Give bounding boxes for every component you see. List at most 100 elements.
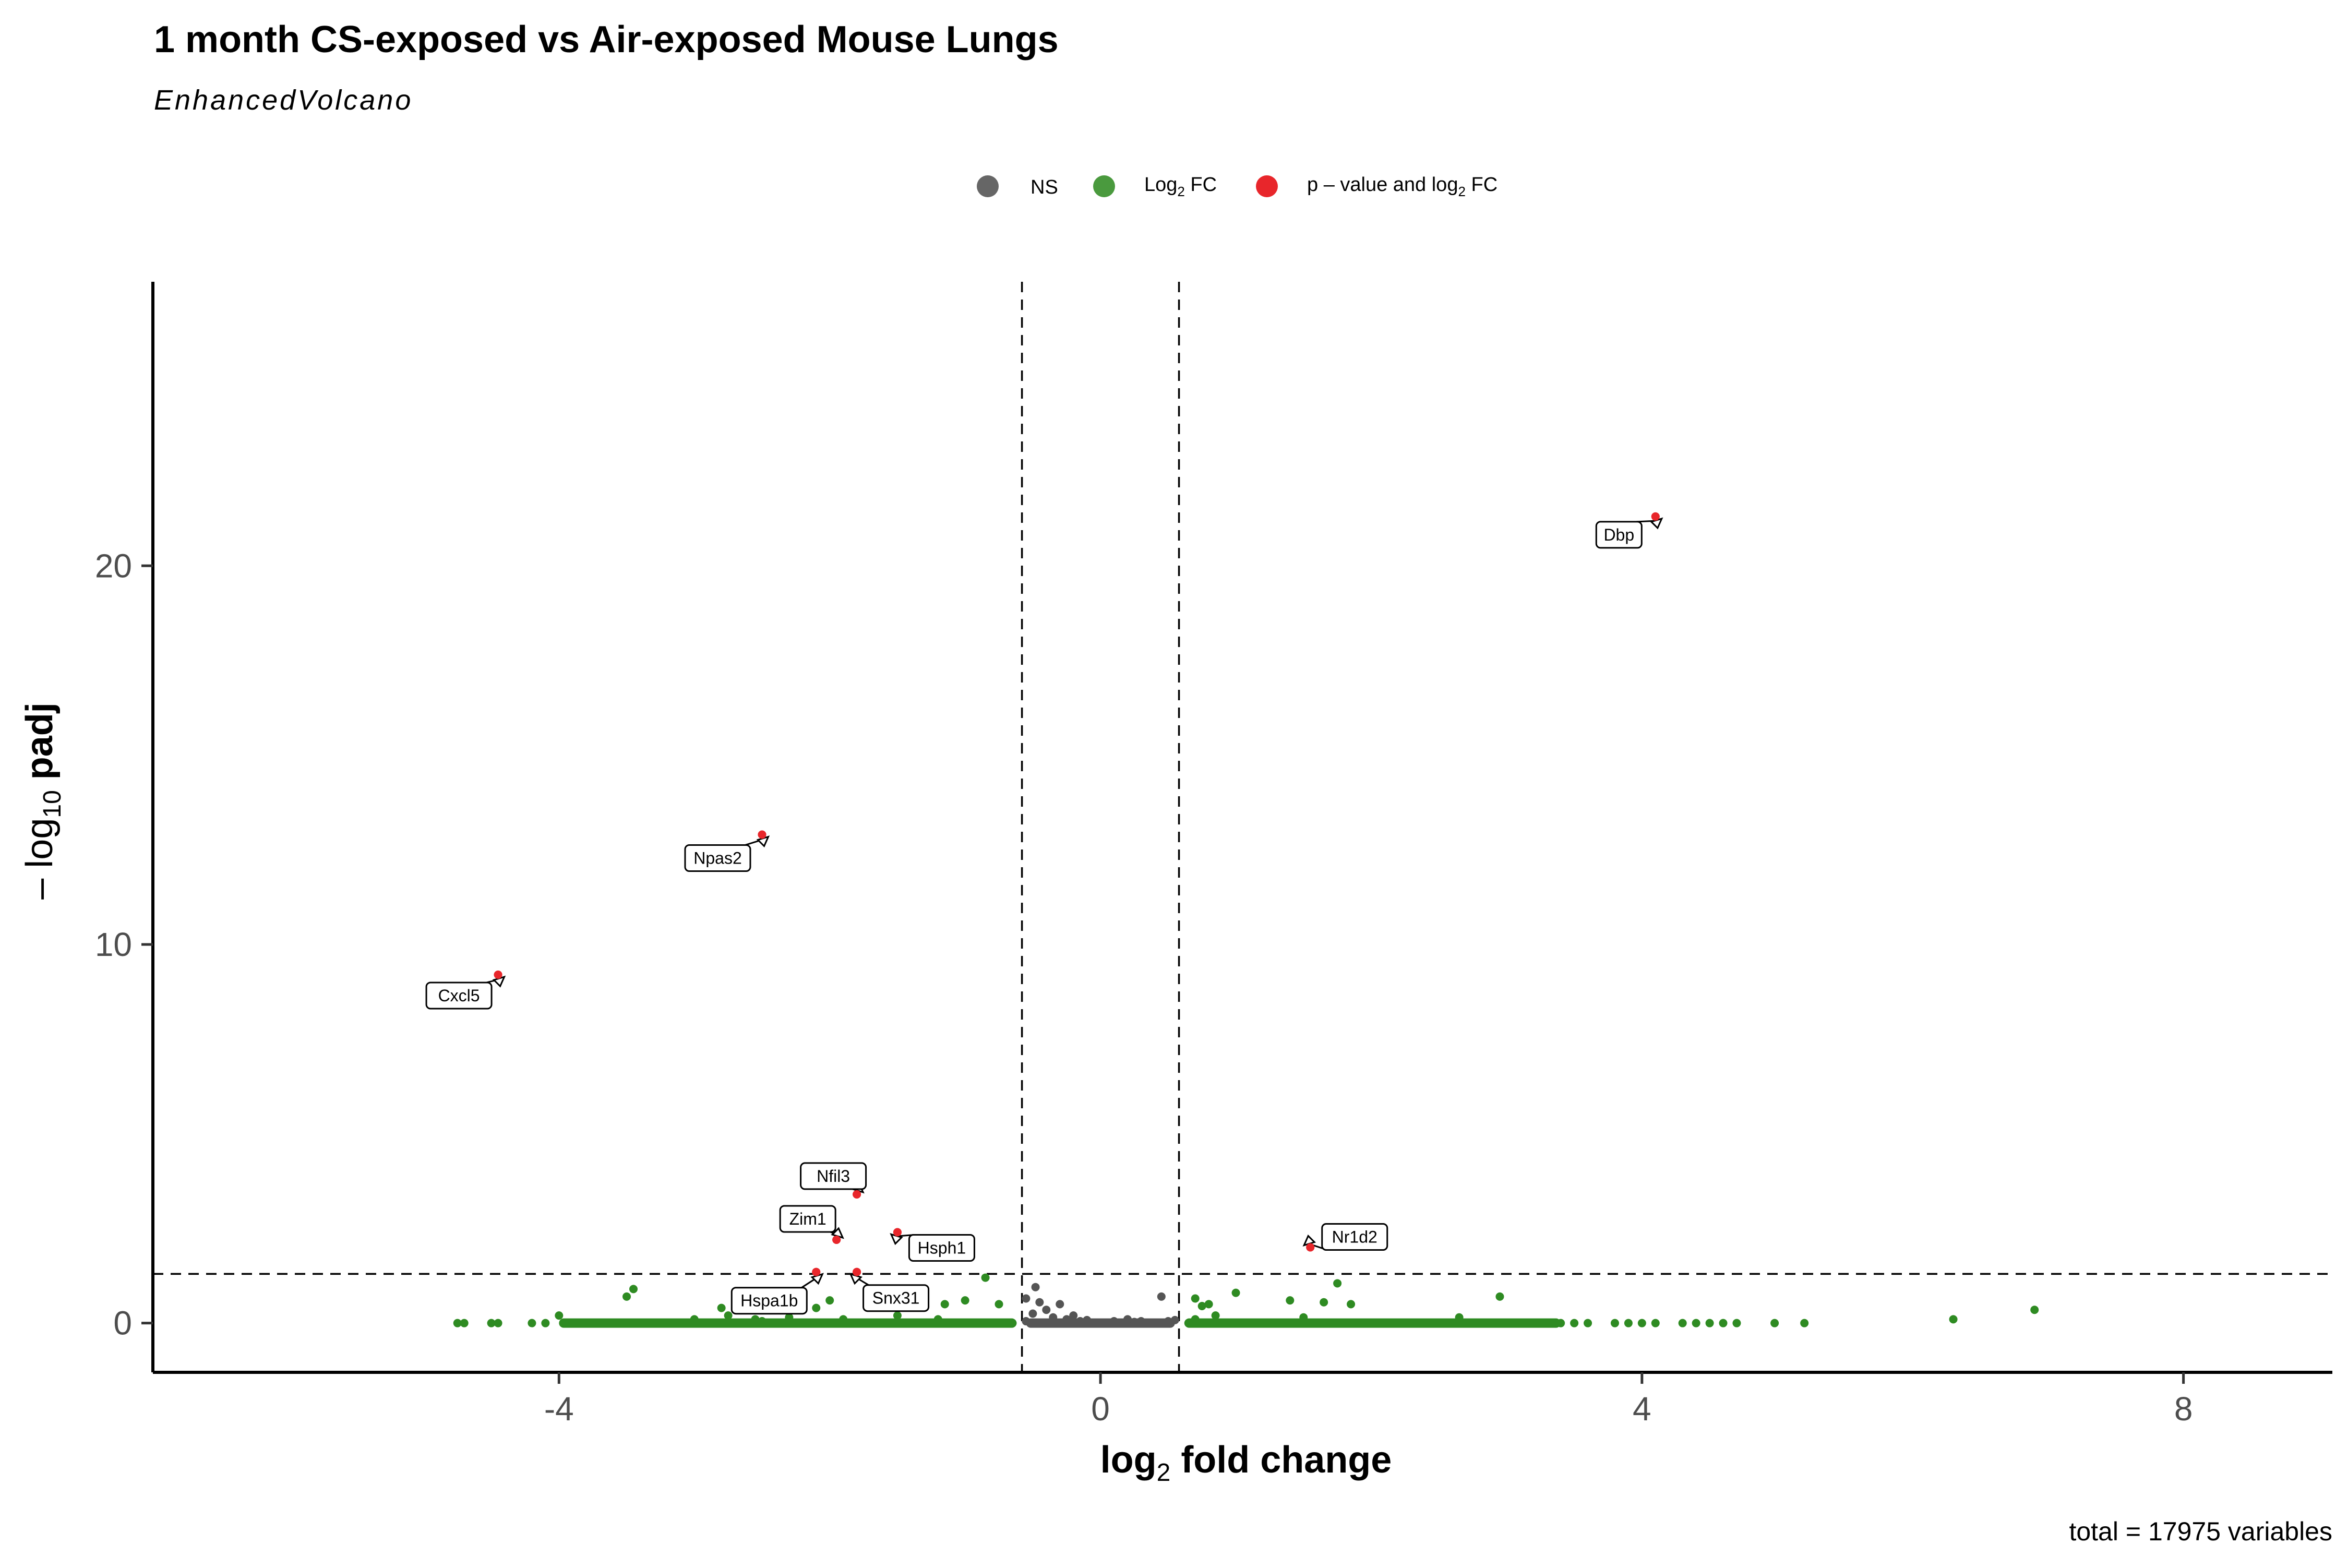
data-point (724, 1311, 733, 1320)
data-point (1001, 1319, 1010, 1327)
legend: NS Log2 FC p – value and log2 FC (977, 174, 1498, 199)
gene-label: Nfil3 (800, 1162, 867, 1194)
data-point (967, 1319, 976, 1327)
data-point (460, 1319, 469, 1327)
data-point (1678, 1319, 1687, 1327)
data-point (1062, 1315, 1071, 1324)
data-point (2030, 1306, 2039, 1314)
gene-label-box (684, 844, 751, 872)
data-point (717, 1303, 726, 1312)
data-point (744, 1319, 753, 1327)
data-point (995, 1300, 1003, 1309)
data-point (1347, 1300, 1356, 1309)
data-point (676, 1319, 685, 1327)
data-point (1191, 1315, 1200, 1324)
data-point (595, 1319, 604, 1327)
data-point (1320, 1298, 1328, 1307)
legend-fc-label-suffix: FC (1185, 174, 1217, 196)
data-point (1556, 1319, 1565, 1327)
data-point (853, 1319, 861, 1327)
legend-ns-key (977, 175, 999, 197)
chart-title: 1 month CS-exposed vs Air-exposed Mouse … (154, 19, 1059, 61)
data-point (1272, 1319, 1281, 1327)
data-point (758, 1317, 766, 1326)
x-tick-label: -4 (544, 1390, 574, 1428)
gene-label: Snx31 (849, 1273, 930, 1312)
gene-label: Zim1 (779, 1205, 844, 1239)
data-point (1529, 1319, 1538, 1327)
significant-point (1306, 1243, 1315, 1252)
gene-label-text: Hspa1b (740, 1291, 798, 1310)
data-point (541, 1319, 550, 1327)
y-axis-title-sub: 10 (39, 790, 66, 818)
gene-label: Dbp (1595, 517, 1663, 549)
data-point (1495, 1292, 1504, 1301)
y-axis-title: – log10 padj (19, 702, 66, 900)
legend-fc-label-main: Log (1144, 174, 1177, 196)
data-point (1184, 1319, 1193, 1327)
data-point (487, 1319, 496, 1327)
x-tick-label: 4 (1633, 1390, 1651, 1428)
data-point (1211, 1311, 1220, 1320)
data-point (1719, 1319, 1728, 1327)
data-point (805, 1319, 814, 1327)
gene-label: Nr1d2 (1302, 1223, 1388, 1251)
y-axis-title-rest: padj (19, 702, 61, 790)
data-point (785, 1313, 794, 1322)
dense-point-band-left (559, 1318, 1017, 1328)
x-axis-title-sub: 2 (1157, 1459, 1171, 1487)
data-point (947, 1319, 956, 1327)
data-point (1367, 1319, 1375, 1327)
data-point (839, 1315, 848, 1324)
data-point (697, 1319, 705, 1327)
data-point (1028, 1309, 1037, 1318)
data-point (933, 1315, 942, 1324)
legend-both-key (1256, 175, 1278, 197)
data-point (1259, 1319, 1267, 1327)
data-point (1008, 1319, 1017, 1327)
data-point (1353, 1319, 1362, 1327)
data-point (1197, 1302, 1206, 1311)
legend-both-label-suffix: FC (1466, 174, 1498, 196)
gene-label-text: Npas2 (693, 849, 742, 868)
data-point (1651, 1319, 1660, 1327)
data-point (751, 1315, 760, 1324)
legend-ns-label: NS (1031, 176, 1058, 198)
data-point (1637, 1319, 1646, 1327)
gene-label-text: Dbp (1603, 525, 1634, 544)
gene-label: Npas2 (684, 835, 770, 872)
data-point (1502, 1319, 1511, 1327)
cutoff-lines (153, 282, 2332, 1372)
significant-point (1651, 512, 1660, 521)
gene-label-box (730, 1287, 808, 1315)
data-point (568, 1319, 577, 1327)
legend-both-label-main: p – value and log (1307, 174, 1458, 196)
data-point (1340, 1319, 1349, 1327)
data-point (1800, 1319, 1809, 1327)
dense-point-band-ns (1026, 1318, 1175, 1328)
data-point (920, 1319, 929, 1327)
data-point (1191, 1294, 1200, 1303)
gene-label-box (425, 982, 493, 1010)
data-point (1394, 1319, 1403, 1327)
data-point (1421, 1319, 1430, 1327)
data-point (1455, 1313, 1464, 1322)
data-point (866, 1319, 875, 1327)
significant-point (758, 830, 766, 839)
data-point (1056, 1300, 1064, 1309)
data-point (879, 1319, 888, 1327)
data-point (622, 1292, 631, 1301)
legend-both-label-sub: 2 (1458, 184, 1465, 199)
data-point (1076, 1317, 1085, 1326)
gene-label-text: Nfil3 (817, 1167, 850, 1186)
data-point (961, 1296, 969, 1305)
gene-label-text: Zim1 (789, 1210, 826, 1228)
data-point (1083, 1315, 1092, 1324)
data-point (1170, 1315, 1179, 1324)
data-point (494, 1319, 502, 1327)
gene-label-box (862, 1284, 930, 1312)
x-tick-label: 0 (1091, 1390, 1110, 1428)
x-axis-title: log2 fold change (1100, 1439, 1392, 1487)
